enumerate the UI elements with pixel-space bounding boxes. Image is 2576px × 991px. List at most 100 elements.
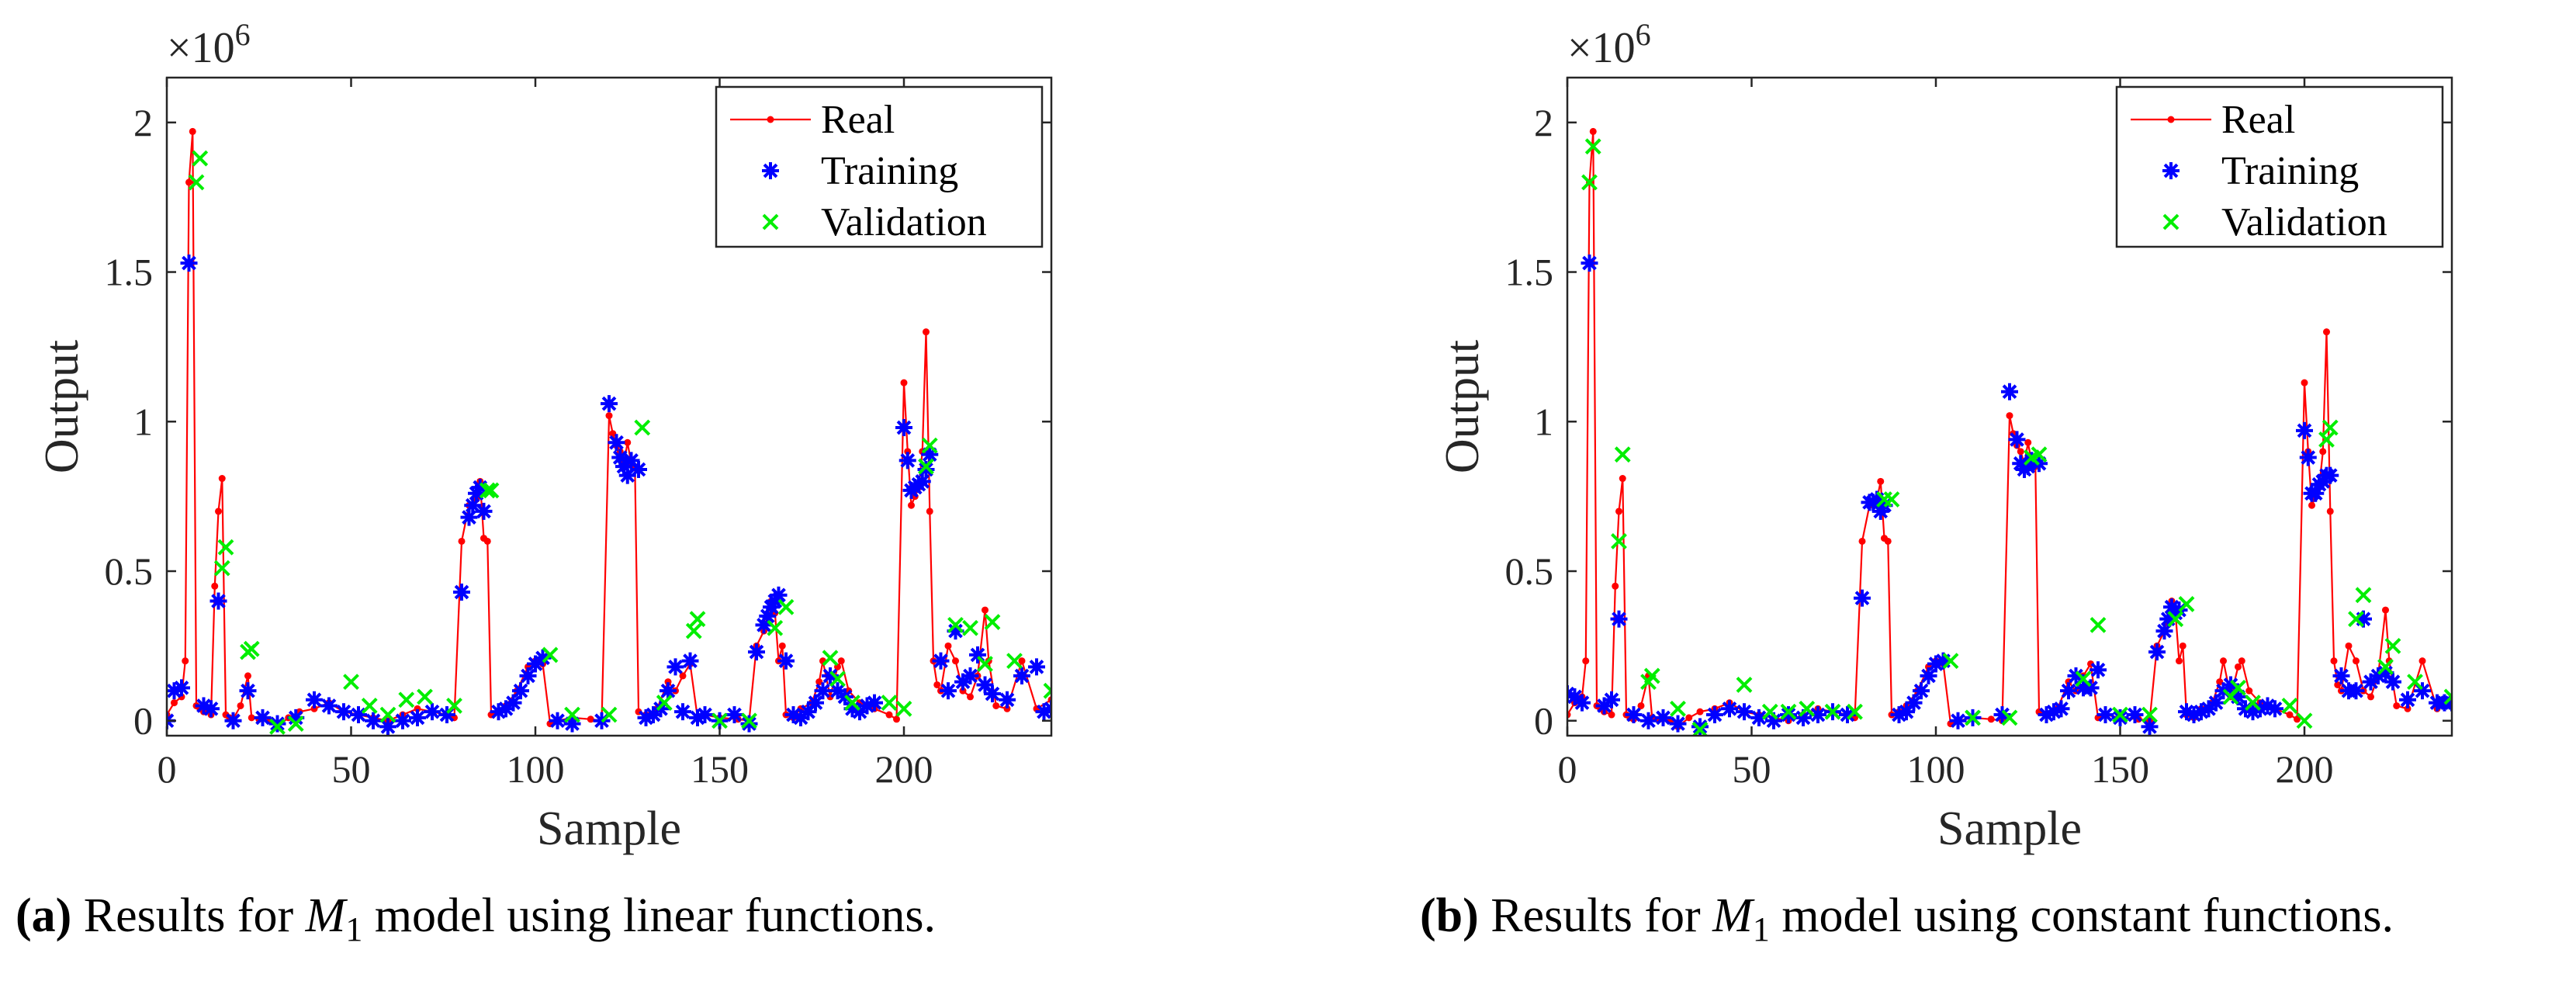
data-point-real	[1685, 714, 1693, 722]
data-point-real	[2404, 705, 2412, 712]
data-point-validation	[881, 695, 898, 712]
data-point-validation	[2296, 712, 2313, 729]
data-point-validation	[343, 674, 359, 691]
data-point-real	[2235, 663, 2242, 670]
data-point-training	[917, 460, 935, 478]
data-point-training	[203, 700, 220, 718]
data-point-training	[748, 643, 765, 661]
data-point-real	[2334, 681, 2342, 688]
data-point-real	[923, 328, 930, 336]
data-point-validation	[1614, 446, 1631, 463]
x-axis-label: Sample	[537, 802, 681, 855]
series-validation	[188, 150, 1051, 735]
data-point-training	[549, 712, 566, 729]
data-point-real	[237, 702, 244, 709]
data-point-real	[2393, 702, 2401, 709]
data-point-validation	[962, 619, 978, 636]
legend-label-validation: Validation	[2221, 200, 2387, 244]
panel-caption: (a) Results for M1 model using linear fu…	[16, 889, 936, 948]
legend-label-training: Training	[2221, 149, 2359, 193]
data-point-validation	[634, 419, 651, 436]
data-point-validation	[1584, 138, 1601, 155]
x-tick-label: 0	[158, 747, 177, 791]
data-point-training	[999, 691, 1016, 709]
data-point-training	[1949, 712, 1967, 729]
data-point-training	[1669, 715, 1687, 733]
data-point-real	[2286, 711, 2294, 719]
data-point-training	[173, 679, 190, 697]
data-point-training	[725, 706, 743, 724]
x-tick-label: 0	[1558, 747, 1577, 791]
data-point-real	[933, 681, 941, 688]
data-point-real	[2308, 501, 2315, 509]
data-point-validation	[2384, 637, 2401, 654]
data-point-real	[944, 642, 952, 650]
data-point-real	[664, 678, 672, 686]
data-point-validation	[483, 482, 500, 499]
data-point-real	[1696, 708, 1704, 716]
data-point-real	[2216, 678, 2224, 686]
data-point-training	[365, 712, 382, 729]
data-point-real	[959, 687, 967, 695]
data-point-training	[239, 682, 257, 700]
data-point-validation	[1883, 491, 1900, 508]
data-point-training	[2096, 706, 2114, 724]
data-point-validation	[1581, 174, 1598, 191]
data-point-training	[1639, 712, 1657, 729]
data-point-training	[940, 682, 957, 700]
series-training	[167, 254, 1051, 736]
data-point-training	[1736, 703, 1753, 721]
panel-a: 0 50 100 150 200 0 0.5 1 1.5 2 ×106 Sample Output Rea…	[16, 17, 1053, 948]
data-point-validation	[379, 706, 396, 723]
data-point-training	[608, 434, 625, 452]
data-point-training	[630, 460, 647, 478]
x-tick-label: 150	[691, 747, 749, 791]
data-point-validation	[1006, 653, 1023, 670]
data-point-training	[660, 682, 677, 700]
data-point-validation	[213, 560, 230, 577]
data-point-training	[224, 712, 242, 729]
data-point-real	[926, 508, 933, 515]
data-point-training	[740, 715, 758, 733]
data-point-training	[601, 395, 618, 413]
data-point-training	[2090, 661, 2107, 679]
data-point-training	[209, 592, 227, 610]
data-point-validation	[1643, 667, 1660, 684]
data-point-validation	[417, 688, 433, 705]
data-point-real	[815, 678, 823, 686]
data-point-training	[2332, 667, 2350, 684]
data-point-validation	[269, 719, 286, 735]
data-point-real	[908, 501, 915, 509]
data-point-validation	[977, 656, 993, 672]
data-point-training	[460, 508, 478, 526]
data-point-training	[898, 452, 916, 470]
data-point-training	[2259, 697, 2277, 715]
data-point-validation	[188, 174, 205, 191]
data-point-validation	[2178, 595, 2195, 612]
data-point-training	[1013, 667, 1030, 684]
data-point-validation	[2141, 706, 2158, 723]
data-point-training	[2296, 421, 2313, 439]
data-point-validation	[2075, 670, 2092, 688]
data-point-training	[2111, 709, 2129, 726]
legend-marker-validation	[2162, 213, 2180, 230]
data-point-training	[1913, 682, 1930, 700]
series-validation	[1581, 138, 2452, 736]
data-point-training	[306, 691, 323, 709]
data-point-real	[2017, 448, 2024, 456]
data-point-training	[320, 697, 338, 715]
data-point-real	[2245, 687, 2253, 695]
data-point-training	[1920, 667, 1937, 684]
data-point-training	[2399, 691, 2416, 709]
data-point-validation	[243, 640, 260, 657]
data-point-real	[885, 711, 893, 719]
data-point-real	[992, 702, 1000, 709]
data-point-validation	[829, 670, 846, 688]
data-point-real	[2367, 693, 2374, 701]
data-point-training	[667, 658, 684, 676]
data-point-training	[814, 682, 832, 700]
data-point-real	[1582, 657, 1590, 665]
data-point-training	[180, 254, 198, 272]
data-point-validation	[947, 616, 964, 633]
legend-marker-training	[2162, 162, 2180, 179]
